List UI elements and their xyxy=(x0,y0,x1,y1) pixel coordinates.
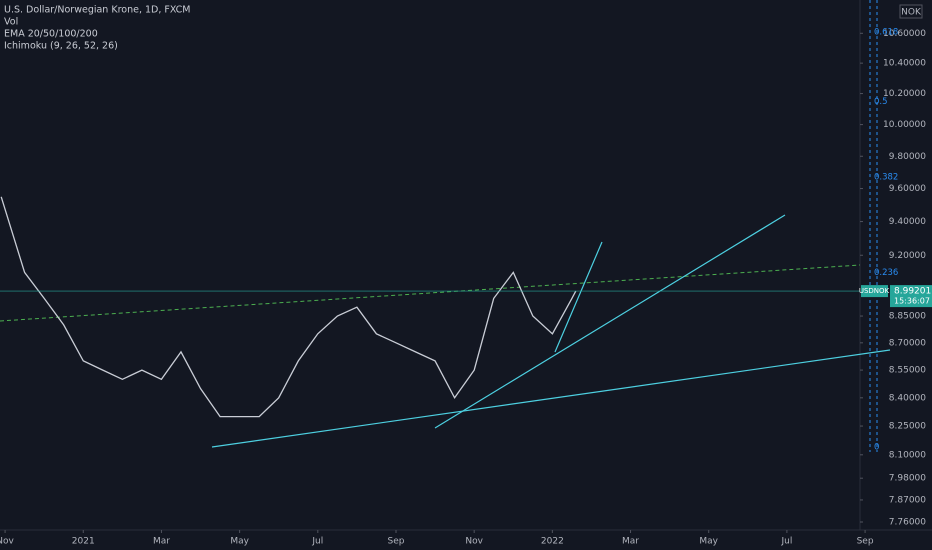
x-tick-label: Sep xyxy=(857,537,874,547)
y-tick-label: 8.10000 xyxy=(889,450,926,460)
y-tick-label: 9.40000 xyxy=(889,217,926,227)
chart-title: U.S. Dollar/Norwegian Krone, 1D, FXCM xyxy=(4,5,191,16)
indicator-label: Ichimoku (9, 26, 52, 26) xyxy=(4,41,118,52)
price-countdown: 15:36:07 xyxy=(894,297,930,306)
fib-label: 0.236 xyxy=(874,268,898,278)
y-tick-label: 8.55000 xyxy=(889,366,926,376)
y-tick-label: 8.85000 xyxy=(889,312,926,322)
price-line xyxy=(0,196,577,418)
indicator-label: Vol xyxy=(4,17,18,28)
y-tick-label: 8.40000 xyxy=(889,393,926,403)
fib-label: 0.5 xyxy=(874,97,888,107)
y-tick-label: 8.25000 xyxy=(889,422,926,432)
x-tick-label: May xyxy=(699,537,718,547)
price-tag-symbol: USDNOK xyxy=(859,287,890,295)
trend-line xyxy=(211,349,891,448)
price-tag-symbol-bg xyxy=(861,285,888,298)
x-tick-label: Jul xyxy=(311,537,323,547)
trend-line xyxy=(554,241,603,353)
x-tick-label: May xyxy=(230,537,249,547)
fib-label: 0.382 xyxy=(874,173,898,183)
currency[interactable]: NOK xyxy=(901,8,922,18)
y-tick-label: 7.98000 xyxy=(889,474,926,484)
x-tick-label: Nov xyxy=(465,537,483,547)
y-tick-label: 7.76000 xyxy=(889,518,926,528)
y-tick-label: 9.20000 xyxy=(889,251,926,261)
y-tick-label: 10.00000 xyxy=(883,120,926,130)
y-tick-label: 9.60000 xyxy=(889,184,926,194)
indicator-label: EMA 20/50/100/200 xyxy=(4,29,98,40)
price-tag-bg xyxy=(890,285,932,308)
fib-label: 0.618 xyxy=(874,27,898,37)
x-tick-label: Jul xyxy=(780,537,792,547)
y-tick-label: 10.20000 xyxy=(883,89,926,99)
x-tick-label: 2021 xyxy=(72,537,95,547)
x-tick-label: Nov xyxy=(0,537,15,547)
x-tick-label: Mar xyxy=(622,537,639,547)
fib-label: 0 xyxy=(874,443,879,453)
resistance-line xyxy=(0,264,861,322)
trend-line xyxy=(434,214,786,429)
x-tick-label: 2022 xyxy=(541,537,564,547)
y-tick-label: 10.40000 xyxy=(883,59,926,69)
y-tick-label: 7.87000 xyxy=(889,495,926,505)
y-tick-label: 8.70000 xyxy=(889,338,926,348)
currency-box[interactable] xyxy=(899,4,923,19)
x-tick-label: Mar xyxy=(153,537,170,547)
y-tick-label: 9.80000 xyxy=(889,152,926,162)
price-tag: 8.99201 xyxy=(894,287,931,297)
y-tick-label: 10.60000 xyxy=(883,29,926,39)
x-tick-label: Sep xyxy=(388,537,405,547)
